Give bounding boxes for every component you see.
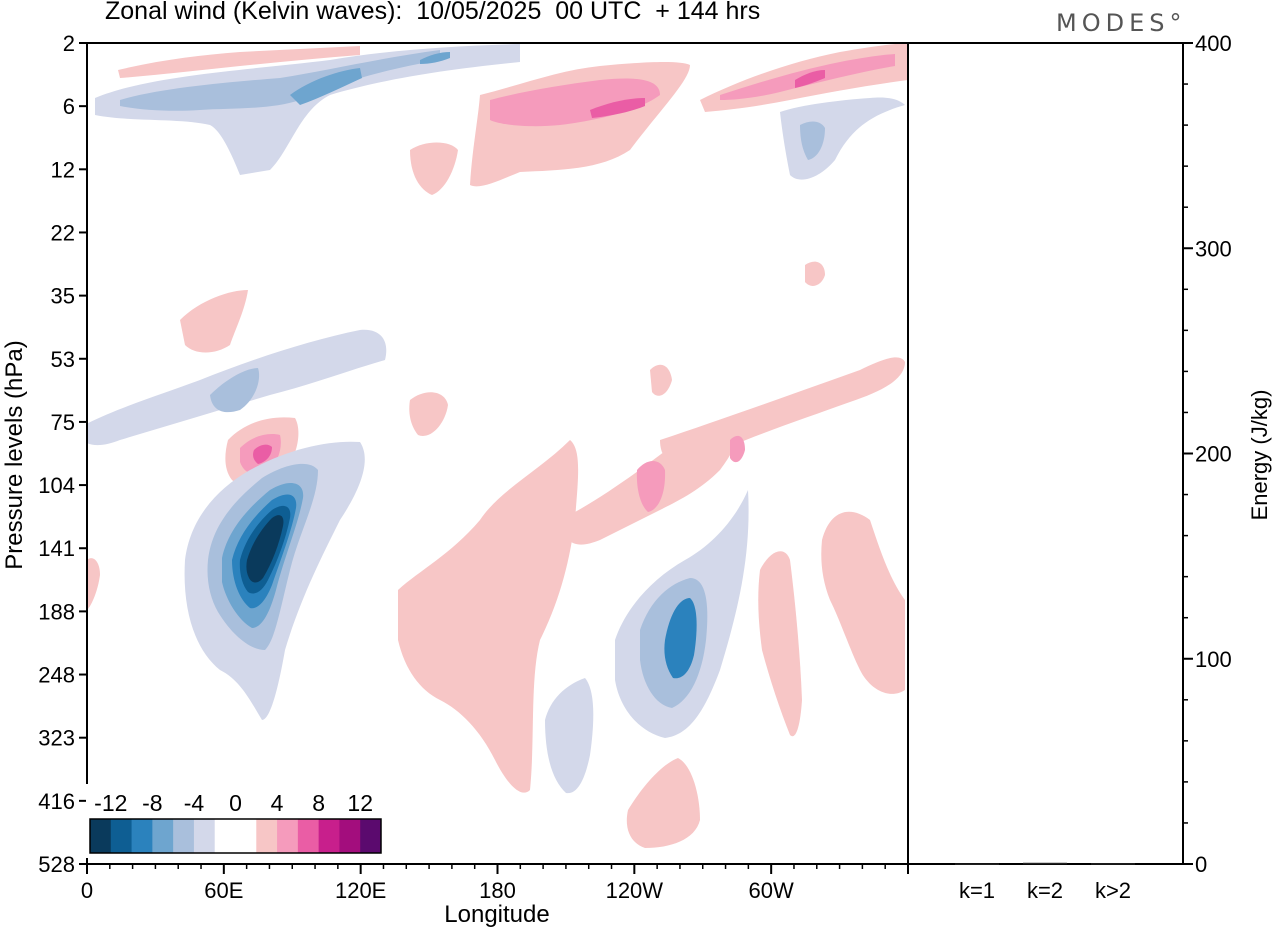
pressure-tick-label: 104: [38, 473, 75, 498]
colorbar-swatch: [131, 819, 153, 853]
contour-neg-upper-core-2: [420, 52, 450, 64]
pressure-tick-label: 141: [38, 536, 75, 561]
colorbar-label: -8: [142, 790, 162, 816]
colorbar-swatch: [90, 819, 112, 853]
contour-neg-lowright-3: [664, 598, 697, 679]
energy-tick-labels: 0 100 200 300 400: [1195, 31, 1232, 877]
colorbar-swatch: [193, 819, 216, 853]
colorbar-swatch: [339, 819, 361, 853]
contour-neg-upper-core: [290, 68, 362, 105]
pressure-tick-label: 188: [38, 599, 75, 624]
pressure-tick-label: 416: [38, 789, 75, 814]
colorbar-swatch: [110, 819, 133, 853]
contour-pos-small-3: [409, 392, 448, 436]
colorbar-border: [89, 818, 382, 854]
pressure-tick-labels: 2 6 12 22 35 53 75 104 141 188 248 323 416 528: [38, 31, 75, 877]
brand-logo: MODES°: [1056, 9, 1187, 37]
energy-bar: [1091, 863, 1135, 865]
pressure-tick-label: 22: [51, 220, 75, 245]
colorbar-label: -4: [184, 790, 205, 816]
colorbar-label: 4: [271, 790, 284, 816]
pressure-tick-label: 53: [51, 347, 75, 372]
chart-title: Zonal wind (Kelvin waves): 10/05/2025 00…: [105, 0, 761, 25]
contour-neg-upper-band: [95, 44, 520, 175]
colorbar-label: 12: [347, 790, 373, 816]
contour-pos-lowleft-core: [253, 444, 272, 464]
contour-pos-upper-mid-core: [590, 98, 645, 118]
contour-pos-lowright-2: [821, 511, 905, 694]
contour-neg-lowleft-core: [246, 515, 284, 583]
contour-pos-bottom: [626, 758, 700, 848]
longitude-tick-label: 120E: [335, 878, 386, 903]
contour-pos-upper-mid-2: [490, 78, 660, 127]
energy-panel-frame: [907, 42, 1184, 865]
energy-category-labels: k=1 k=2 k>2: [959, 878, 1131, 903]
longitude-tick-label: 60E: [204, 878, 243, 903]
colorbar-swatch: [297, 819, 320, 853]
energy-tick-label: 0: [1195, 852, 1207, 877]
contour-pos-top-left: [118, 46, 360, 78]
pressure-tick-label: 248: [38, 663, 75, 688]
contour-pos-lower-mid-blob: [636, 461, 666, 512]
energy-bar: [1023, 862, 1067, 865]
contour-pos-upper-mid: [470, 62, 690, 187]
contour-neg-lowright-4: [545, 678, 594, 794]
colorbar-swatch: [318, 819, 340, 853]
energy-axis-label: Energy (J/kg): [1247, 390, 1272, 521]
colorbar-label: 0: [229, 790, 242, 816]
pressure-ticks: [79, 42, 87, 865]
longitude-ticks: [86, 864, 909, 874]
contour-pos-small-2: [650, 364, 672, 396]
contour-pos-left-edge: [87, 558, 100, 610]
energy-ticks: [1183, 42, 1193, 865]
pressure-tick-label: 528: [38, 852, 75, 877]
colorbar-labels: -12 -8 -4 0 4 8 12: [94, 790, 373, 816]
pressure-tick-label: 75: [51, 410, 75, 435]
colorbar-swatch: [256, 819, 278, 853]
longitude-tick-label: 60W: [749, 878, 794, 903]
contour-neg-upper-right: [780, 97, 905, 180]
energy-tick-label: 100: [1195, 647, 1232, 672]
contour-pos-upper-right-core: [795, 70, 825, 88]
contour-pos-lowright-1: [758, 551, 802, 737]
contour-pos-lower-mid-blob-2: [730, 435, 745, 463]
longitude-tick-labels: 0 60E 120E 180 120W 60W: [81, 878, 794, 903]
y-axis-label: Pressure levels (hPa): [1, 340, 28, 569]
pressure-tick-label: 323: [38, 726, 75, 751]
energy-tick-label: 300: [1195, 236, 1232, 261]
x-axis-label: Longitude: [444, 901, 549, 928]
energy-tick-label: 200: [1195, 442, 1232, 467]
energy-category-label: k=2: [1027, 878, 1063, 903]
zonal-wind-field: [87, 43, 908, 848]
contour-neg-upper-right-2: [800, 121, 825, 160]
contour-pos-small-1: [805, 261, 825, 286]
contour-pos-lower-mid: [398, 440, 579, 793]
colorbar-label: -12: [94, 790, 127, 816]
longitude-tick-label: 180: [479, 878, 516, 903]
contour-pos-midleft: [180, 290, 248, 353]
energy-bars: [955, 862, 1135, 865]
pressure-tick-label: 6: [63, 94, 75, 119]
colorbar-swatch: [214, 819, 236, 853]
energy-category-label: k>2: [1095, 878, 1131, 903]
contour-neg-mid-core: [210, 368, 260, 413]
pressure-tick-label: 35: [51, 284, 75, 309]
colorbar-swatch: [173, 819, 195, 853]
longitude-tick-label: 120W: [606, 878, 664, 903]
pressure-tick-label: 2: [63, 31, 75, 56]
energy-bar: [955, 863, 999, 865]
longitude-tick-label: 0: [81, 878, 93, 903]
pressure-tick-label: 12: [51, 157, 75, 182]
colorbar-swatch: [360, 819, 382, 853]
colorbar-swatch: [277, 819, 299, 853]
contour-neg-upper-band-2: [120, 50, 440, 111]
colorbar-label: 8: [312, 790, 325, 816]
colorbar-swatch: [235, 819, 257, 853]
energy-tick-label: 400: [1195, 31, 1232, 56]
colorbar: [86, 784, 385, 858]
colorbar-swatch: [152, 819, 174, 853]
contour-pos-upper-small: [410, 142, 458, 195]
energy-category-label: k=1: [959, 878, 995, 903]
